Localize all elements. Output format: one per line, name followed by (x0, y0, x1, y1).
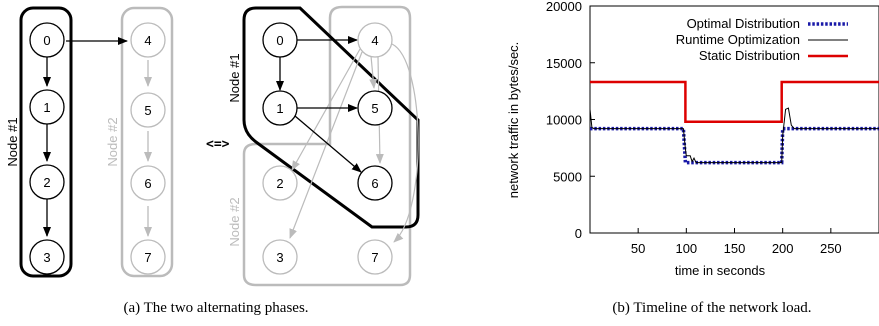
series-line-0 (590, 126, 879, 165)
svg-text:6: 6 (371, 176, 378, 191)
network-load-chart: 0 5000 10000 15000 20000 50 100 150 200 250 Opti… (506, 0, 879, 278)
x-tick-label: 150 (724, 241, 746, 256)
svg-text:3: 3 (43, 250, 50, 265)
y-tick-label: 20000 (546, 0, 582, 14)
y-axis: 0 5000 10000 15000 20000 (546, 0, 595, 241)
right-node-0: 0 (262, 22, 298, 58)
y-tick-label: 5000 (553, 169, 582, 184)
right-node-3: 3 (262, 239, 298, 275)
node-3: 3 (29, 239, 65, 275)
right-group-node-2-label: Node #2 (227, 197, 242, 246)
edge-4-3-right (289, 51, 363, 239)
svg-text:1: 1 (276, 101, 283, 116)
caption-b: (b) Timeline of the network load. (612, 300, 811, 316)
svg-text:5: 5 (371, 101, 378, 116)
svg-text:7: 7 (144, 250, 151, 265)
left-diagram: Node #1 Node #2 0 1 2 3 (5, 6, 174, 278)
svg-text:6: 6 (144, 176, 151, 191)
right-node-5: 5 (357, 90, 393, 126)
right-diagram: Node #1 Node #2 0 4 1 5 (227, 5, 420, 287)
node-2: 2 (29, 164, 65, 200)
node-4: 4 (130, 22, 166, 58)
legend-label: Static Distribution (699, 48, 800, 63)
node-5: 5 (130, 92, 166, 128)
svg-text:2: 2 (276, 176, 283, 191)
svg-text:7: 7 (371, 250, 378, 265)
x-tick-label: 200 (772, 241, 794, 256)
svg-text:4: 4 (144, 33, 151, 48)
group-node-1-label: Node #1 (5, 117, 20, 166)
group-node-1-region (242, 6, 420, 229)
right-node-4: 4 (357, 22, 393, 58)
svg-text:0: 0 (43, 33, 50, 48)
group-node-2-region (242, 5, 412, 287)
group-node-1-box (19, 6, 73, 278)
node-1: 1 (29, 89, 65, 125)
node-0: 0 (29, 22, 65, 58)
x-tick-label: 50 (631, 241, 645, 256)
svg-text:3: 3 (276, 250, 283, 265)
series-line-1 (589, 107, 879, 164)
x-axis: 50 100 150 200 250 (631, 228, 842, 256)
group-node-2-label: Node #2 (105, 117, 120, 166)
edge-4-7-right (391, 43, 419, 243)
svg-text:4: 4 (371, 33, 378, 48)
x-axis-label: time in seconds (675, 263, 766, 278)
equivalence-sign: <=> (206, 137, 230, 152)
legend-label: Optimal Distribution (687, 16, 800, 31)
x-tick-label: 250 (820, 241, 842, 256)
group-node-2-box (120, 6, 174, 278)
series-line-2 (590, 80, 879, 124)
svg-text:5: 5 (144, 103, 151, 118)
legend-label: Runtime Optimization (676, 32, 800, 47)
svg-text:2: 2 (43, 175, 50, 190)
right-node-1: 1 (262, 90, 298, 126)
edge-1-6-right (294, 115, 362, 173)
right-node-6: 6 (357, 165, 393, 201)
y-tick-label: 0 (575, 226, 582, 241)
y-axis-label: network traffic in bytes/sec. (506, 42, 521, 199)
y-tick-label: 10000 (546, 113, 582, 128)
right-node-2: 2 (262, 165, 298, 201)
svg-text:0: 0 (276, 33, 283, 48)
node-7: 7 (130, 239, 166, 275)
svg-text:1: 1 (43, 100, 50, 115)
y-tick-label: 15000 (546, 56, 582, 71)
right-node-7: 7 (357, 239, 393, 275)
edge-4-2-right (291, 48, 361, 171)
node-6: 6 (130, 165, 166, 201)
series-layer (589, 80, 879, 165)
x-tick-label: 100 (675, 241, 697, 256)
caption-a: (a) The two alternating phases. (123, 300, 308, 316)
edge-4-5-right (369, 55, 378, 89)
right-group-node-1-label: Node #1 (227, 53, 242, 102)
